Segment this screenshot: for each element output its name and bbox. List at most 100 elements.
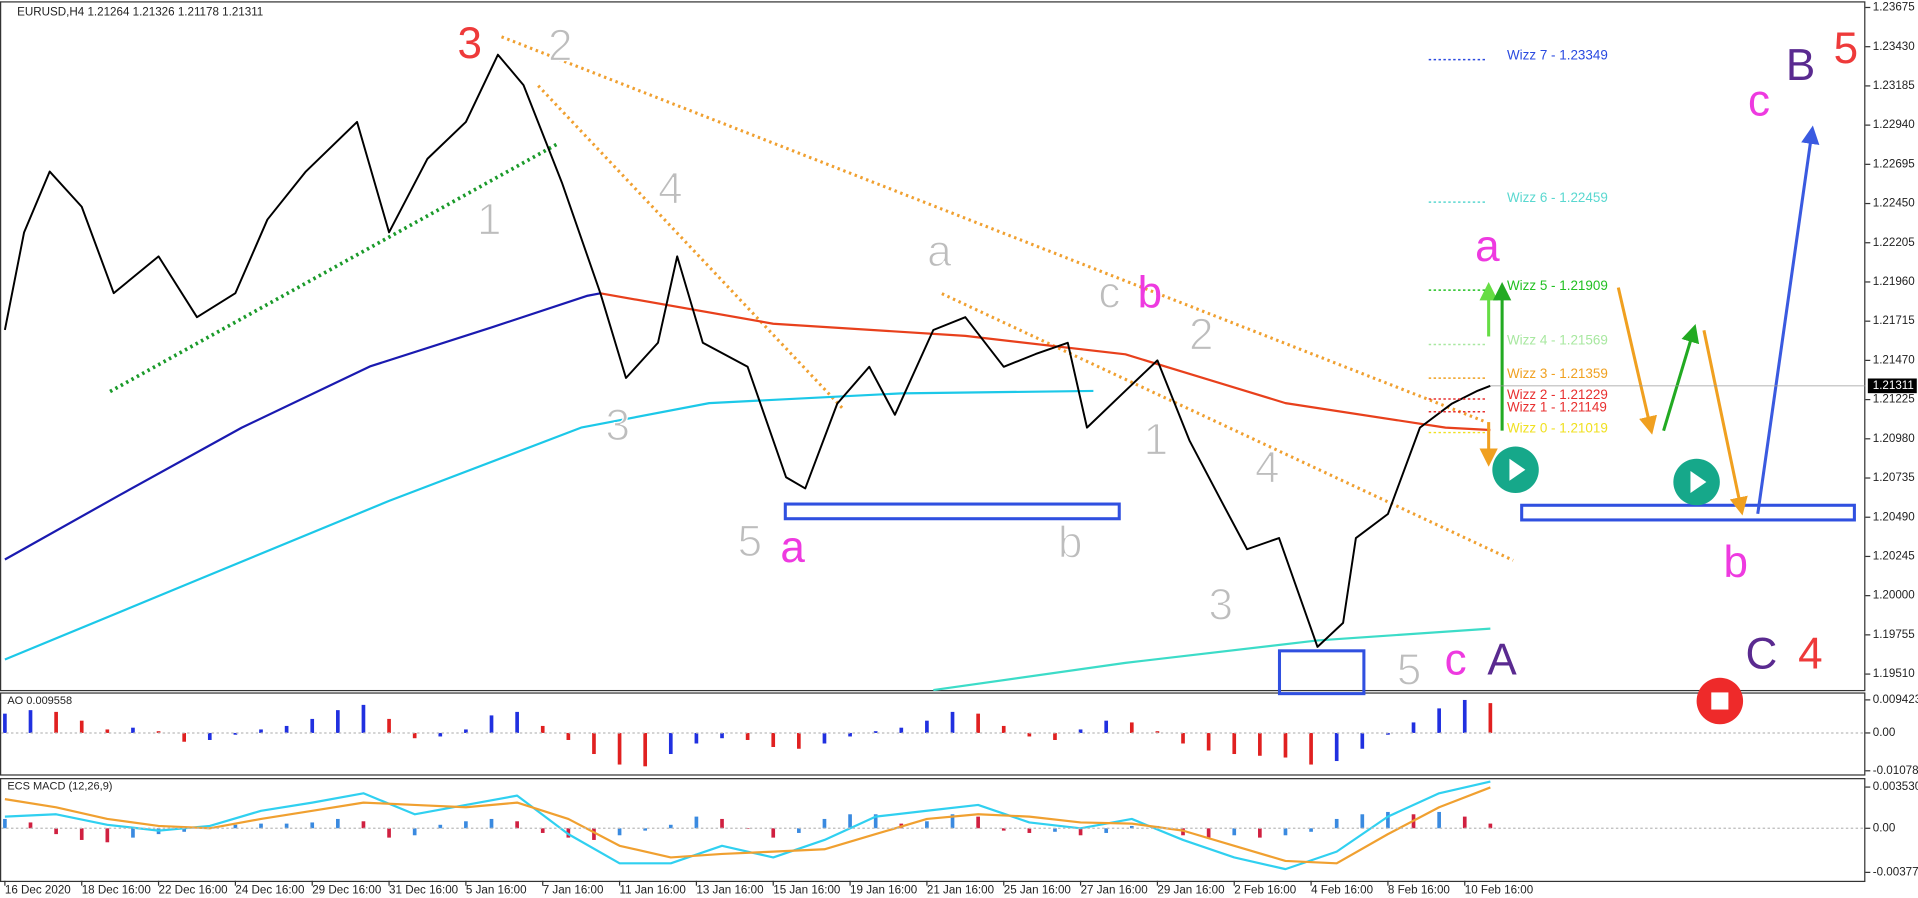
histogram-bar [515,821,519,829]
histogram-bar [79,828,84,840]
histogram-bar [28,710,33,733]
histogram-bar [515,711,519,733]
histogram-bar [668,732,673,755]
histogram-bar [182,828,187,832]
y-tick-label: 1.23675 [1873,1,1915,14]
level-label: Wizz 4 - 1.21569 [1507,332,1608,347]
y-tick-label: 1.22940 [1873,118,1915,131]
x-tick-label: 16 Dec 2020 [5,884,71,897]
histogram-bar [1283,828,1288,836]
support-zone [1277,649,1366,696]
y-tick-label: 1.22695 [1873,157,1915,170]
histogram-bar [1206,732,1211,751]
x-tick-label: 5 Jan 16:00 [466,884,527,897]
histogram-bar [1488,823,1493,829]
x-tick-label: 24 Dec 16:00 [235,884,304,897]
histogram-bar [1488,703,1493,733]
histogram-bar [848,814,852,829]
histogram-bar [643,828,648,831]
histogram-bar [489,818,494,829]
histogram-bar [361,821,366,829]
y-tick-label: 1.20245 [1873,550,1915,563]
y-tick-label: 0.00 [1873,821,1896,834]
play-icon [1690,471,1707,494]
histogram-bar [745,732,750,740]
histogram-bar [131,727,135,733]
x-tick-label: 18 Dec 16:00 [82,884,151,897]
histogram-bar [925,821,929,829]
histogram-bar [1309,732,1313,765]
histogram-bar [336,818,340,829]
histogram-bar [438,732,443,737]
histogram-bar [182,732,187,742]
level-label: Wizz 7 - 1.23349 [1507,48,1608,63]
wave-label: a [780,523,805,572]
histogram-bar [387,718,391,733]
x-tick-label: 19 Jan 16:00 [850,884,917,897]
x-tick-label: 2 Feb 16:00 [1234,884,1296,897]
wave-label: 5 [738,517,762,566]
wave-label: 3 [457,19,481,68]
play-icon [1509,458,1526,481]
x-tick-label: 22 Dec 16:00 [159,884,228,897]
wave-label: c [1748,77,1770,126]
macd-panel-frame [0,778,1866,883]
histogram-bar [387,828,391,838]
trendline [941,292,1514,562]
y-tick-label: 1.22205 [1873,236,1915,249]
y-tick-label: -0.0037790 [1873,865,1918,878]
histogram-bar [1232,732,1237,755]
y-tick-label: -0.01078 [1873,764,1918,777]
stop-icon [1711,692,1729,710]
x-tick-label: 4 Feb 16:00 [1311,884,1373,897]
chart-title: EURUSD,H4 1.21264 1.21326 1.21178 1.2131… [17,5,263,18]
series-line [4,389,1094,661]
histogram-bar [1181,828,1185,836]
y-tick-label: 1.21225 [1873,393,1915,406]
histogram-bar [1053,732,1057,740]
y-tick-label: 1.23430 [1873,40,1915,53]
histogram-bar [1078,729,1083,733]
histogram-bar [771,732,776,747]
histogram-bar [1411,722,1416,733]
histogram-bar [771,828,776,838]
wave-label: 3 [605,401,629,450]
support-zone [783,502,1121,521]
indicator-title: ECS MACD (12,26,9) [7,781,112,793]
histogram-bar [1462,699,1467,733]
x-tick-label: 11 Jan 16:00 [620,884,686,897]
x-tick-label: 13 Jan 16:00 [696,884,763,897]
y-tick-label: 1.23185 [1873,79,1915,92]
histogram-bar [105,729,110,733]
histogram-bar [310,822,315,829]
y-tick-label: 1.19510 [1873,667,1915,680]
annotation-layer: 3 2 1 4 3 a c b 2 1 4 5 a b 3 5 c A a c … [457,19,1858,725]
wave-label: a [927,227,952,276]
y-tick-label: 1.20735 [1873,471,1915,484]
histogram-bar [438,824,443,829]
histogram-bar [1129,825,1134,829]
wave-label: C [1746,630,1778,679]
histogram-bar [540,725,545,733]
x-tick-label: 7 Jan 16:00 [543,884,604,897]
histogram-bar [592,828,596,840]
x-tick-label: 15 Jan 16:00 [773,884,840,897]
histogram-bar [873,731,878,733]
wave-label: 3 [1209,581,1233,630]
last-price-label: 1.21311 [1873,379,1914,392]
last-price-box [1867,378,1917,394]
level-label: Wizz 6 - 1.22459 [1507,190,1608,205]
histogram-bar [694,732,699,744]
y-tick-label: 1.21470 [1873,353,1915,366]
series-line [3,53,1491,648]
histogram-bar [976,816,980,829]
histogram-bar [1437,811,1441,829]
histogram-bar [412,732,417,739]
histogram-bar [1386,732,1390,735]
histogram-bar [720,732,724,739]
histogram-bar [464,729,468,733]
y-tick-label: 1.20000 [1873,589,1915,602]
